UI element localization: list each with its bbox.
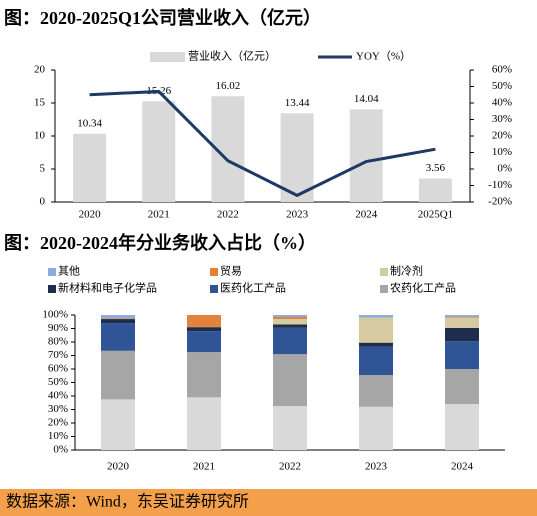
legend-swatch (150, 52, 185, 62)
bar (73, 133, 107, 202)
bar-segment (359, 317, 393, 343)
bar (280, 113, 314, 202)
bar (142, 101, 176, 202)
y-tick-label: 80% (48, 336, 68, 348)
legend-swatch (210, 285, 218, 293)
y2-tick-label: -10% (488, 179, 512, 191)
y-tick-label: 50% (48, 376, 68, 388)
bar-segment (445, 317, 479, 318)
y-tick-label: 70% (48, 349, 68, 361)
x-tick-label: 2022 (279, 461, 301, 473)
chart-title: 图：2020-2024年分业务收入占比（%） (4, 232, 316, 253)
legend-label: 营业收入（亿元） (188, 49, 276, 63)
bar-segment (273, 354, 307, 407)
x-tick-label: 2023 (286, 209, 309, 221)
bar-value-label: 14.04 (354, 93, 379, 105)
x-tick-label: 2021 (148, 209, 170, 221)
bar-segment (445, 327, 479, 342)
y-tick-label: 10 (34, 130, 46, 142)
y-tick-label: 30% (48, 403, 68, 415)
legend-swatch (48, 268, 56, 276)
bar-value-label: 16.02 (216, 80, 241, 92)
bar-segment (273, 327, 307, 355)
y-tick-label: 0% (53, 444, 68, 456)
y-tick-label: 15 (34, 97, 46, 109)
y2-tick-label: 10% (492, 146, 512, 158)
x-tick-label: 2021 (193, 461, 215, 473)
bar-segment (445, 317, 479, 328)
bar-segment (101, 315, 135, 319)
bar-segment (359, 406, 393, 450)
bar-segment (359, 375, 393, 407)
legend-swatch (48, 285, 56, 293)
bar-segment (187, 315, 221, 328)
y-tick-label: 20% (48, 417, 68, 429)
legend-label: 农药化工产品 (390, 281, 456, 295)
bar-segment (445, 315, 479, 318)
legend-label: 贸易 (220, 265, 242, 278)
legend-label: 制冷剂 (390, 264, 423, 278)
bar-segment (273, 319, 307, 325)
bar-segment (273, 317, 307, 320)
x-tick-label: 2022 (217, 209, 239, 221)
x-tick-label: 2023 (365, 461, 388, 473)
bar-segment (445, 404, 479, 450)
bar-segment (101, 323, 135, 351)
bar-segment (187, 331, 221, 353)
bar-segment (359, 346, 393, 376)
y2-tick-label: 0% (497, 163, 512, 175)
y2-tick-label: 40% (492, 97, 512, 109)
bar-value-label: 13.44 (285, 97, 310, 109)
bar-segment (101, 318, 135, 320)
source-band (0, 489, 537, 516)
bar (418, 178, 452, 202)
bar-value-label: 3.56 (426, 162, 446, 174)
bar-segment (101, 399, 135, 450)
y-tick-label: 20 (34, 64, 46, 76)
y2-tick-label: 20% (492, 130, 512, 142)
y-tick-label: 60% (48, 363, 68, 375)
bar-segment (273, 324, 307, 328)
legend-label: YOY（%） (356, 50, 411, 63)
y2-tick-label: -20% (488, 196, 512, 208)
bar-segment (187, 352, 221, 398)
bar-value-label: 10.34 (77, 117, 102, 129)
yoy-line (89, 89, 436, 198)
bar-segment (445, 369, 479, 405)
bar-segment (273, 406, 307, 450)
y2-tick-label: 60% (492, 64, 512, 76)
bar-segment (101, 319, 135, 324)
bar-segment (445, 341, 479, 369)
legend-swatch (380, 268, 388, 276)
x-tick-label: 2024 (355, 209, 378, 221)
y-tick-label: 10% (48, 430, 68, 442)
bar-segment (187, 397, 221, 450)
bar-segment (273, 315, 307, 318)
chart-title: 图：2020-2025Q1公司营业收入（亿元） (4, 7, 321, 28)
bar-segment (187, 327, 221, 332)
y2-tick-label: 50% (492, 80, 512, 92)
y-tick-label: 90% (48, 322, 68, 334)
bar (349, 109, 383, 202)
y-tick-label: 40% (48, 390, 68, 402)
legend-label: 医药化工产品 (220, 281, 286, 295)
x-tick-label: 2020 (107, 461, 130, 473)
x-tick-label: 2024 (451, 461, 474, 473)
legend-swatch (380, 285, 388, 293)
bar-segment (101, 350, 135, 400)
y-tick-label: 5 (40, 163, 46, 175)
legend-label: 其他 (58, 265, 80, 278)
source: 数据来源：Wind，东吴证券研究所 (6, 493, 249, 511)
y-tick-label: 0 (40, 196, 46, 208)
bar-segment (359, 315, 393, 318)
legend-swatch (210, 268, 218, 276)
bar-segment (359, 342, 393, 347)
y2-tick-label: 30% (492, 113, 512, 125)
x-tick-label: 2025Q1 (418, 209, 453, 221)
y-tick-label: 100% (42, 309, 68, 321)
legend-label: 新材料和电子化学品 (58, 281, 157, 295)
x-tick-label: 2020 (79, 209, 102, 221)
